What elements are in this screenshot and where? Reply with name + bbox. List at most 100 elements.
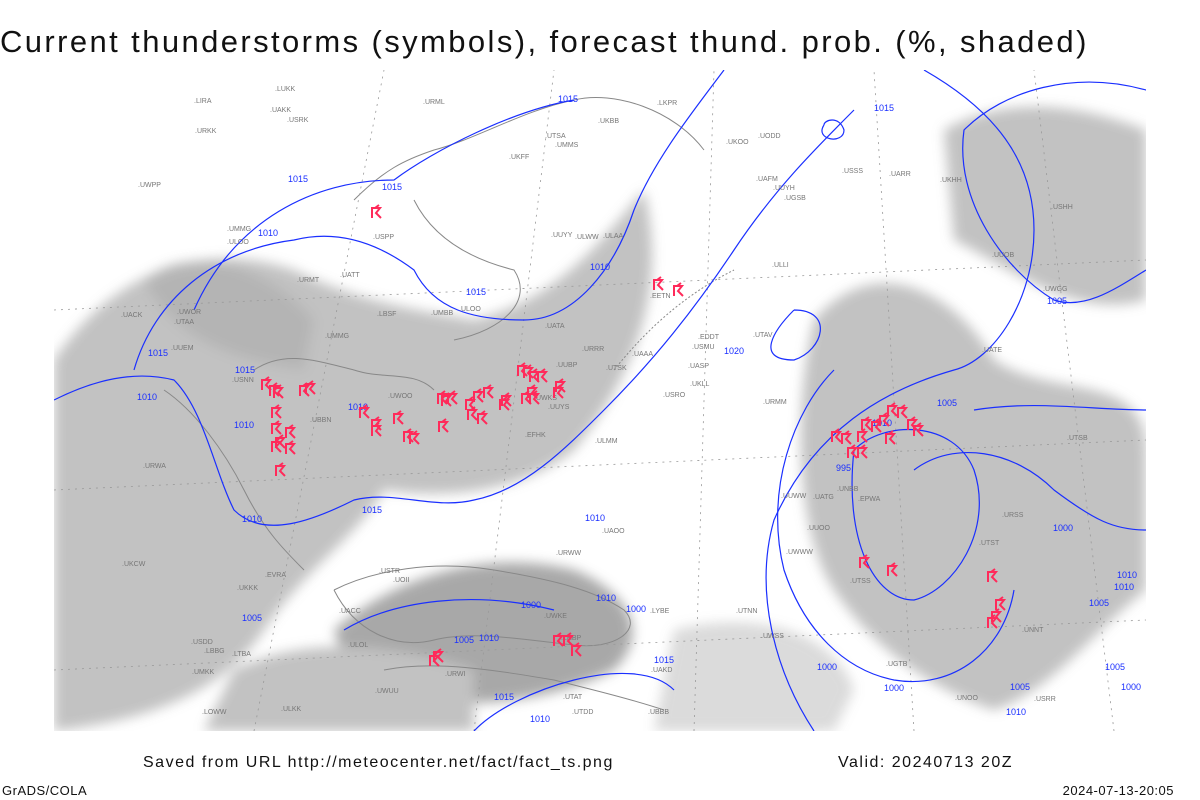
station-label: .UNBB (837, 486, 859, 493)
station-label: .UTAT (563, 694, 583, 701)
isobar-label: 1010 (137, 392, 157, 402)
station-label: .URRR (582, 346, 604, 353)
station-label: .UKOO (726, 139, 749, 146)
isobar-label: 1010 (872, 418, 892, 428)
station-label: .URWA (143, 463, 166, 470)
station-label: .URMM (763, 399, 787, 406)
station-label: .EPWA (858, 496, 881, 503)
station-label: .ULKK (281, 706, 302, 713)
station-label: .UNOO (955, 695, 979, 702)
station-label: .UKHH (940, 177, 962, 184)
station-label: .UTSK (606, 365, 627, 372)
station-label: .LBBG (204, 648, 225, 655)
station-label: .ULAA (603, 233, 624, 240)
station-label: .UAFM (756, 176, 778, 183)
station-label: .UACK (121, 312, 143, 319)
station-label: .URML (423, 99, 445, 106)
isobar-label: 1015 (466, 287, 486, 297)
station-labels: .ULMM .ULOO .UUYS .USDD .USMU .UOII .UODD .ULAA… (121, 86, 1088, 716)
isobar-label: 1010 (348, 402, 368, 412)
isobar-label: 995 (836, 463, 851, 473)
isobar-label: 1010 (1006, 707, 1026, 717)
station-label: .ULLI (772, 262, 789, 269)
thunderstorm-icon (673, 282, 684, 297)
isobar-label: 1005 (1010, 682, 1030, 692)
software-credit: GrADS/COLA (2, 783, 88, 798)
station-label: .UMMS (555, 142, 579, 149)
station-label: .UGTB (886, 661, 908, 668)
station-label: .UACC (339, 608, 361, 615)
station-label: .UATG (813, 494, 834, 501)
graticule (54, 70, 1146, 731)
isobar-label: 1015 (874, 103, 894, 113)
isobar-label: 1015 (148, 348, 168, 358)
station-label: .USMU (692, 344, 715, 351)
station-label: .ULWW (575, 234, 599, 241)
station-label: .UNNT (1022, 627, 1044, 634)
station-label: .UWWW (786, 549, 813, 556)
station-label: .UMMG (227, 226, 251, 233)
station-label: .UUOO (807, 525, 831, 532)
station-label: .UTSS (850, 578, 871, 585)
saved-from-url: Saved from URL http://meteocenter.net/fa… (143, 754, 614, 771)
station-label: .USRR (1034, 696, 1056, 703)
isobar-label: 1010 (258, 228, 278, 238)
station-label: .UATT (340, 272, 360, 279)
station-label: .UTSA (545, 133, 566, 140)
station-label: .EFHK (525, 432, 546, 439)
station-label: .UUBP (556, 362, 578, 369)
isobar-label: 1005 (242, 613, 262, 623)
station-label: .URSS (1002, 512, 1024, 519)
station-label: .UTSB (1067, 435, 1088, 442)
isobar-label: 1000 (1121, 682, 1141, 692)
station-label: .UWPP (138, 182, 161, 189)
isobar-label: 1000 (1053, 523, 1073, 533)
isobar-label: 1020 (724, 346, 744, 356)
station-label: .URWW (556, 550, 582, 557)
weather-map: 1015 1015 1015 1010 1015 1010 1015 1010 1015 1010… (54, 70, 1146, 731)
station-label: .EETN (650, 293, 671, 300)
station-label: .USRK (287, 117, 309, 124)
station-label: .UAAA (632, 351, 653, 358)
isobar-label: 1005 (1089, 598, 1109, 608)
station-label: .ULMM (595, 438, 618, 445)
station-label: .UTDD (572, 709, 593, 716)
station-label: .UKLL (690, 381, 710, 388)
isobar-label: 1015 (382, 182, 402, 192)
isobar-label: 1005 (1047, 296, 1067, 306)
isobar-label: 1015 (558, 94, 578, 104)
station-label: .USNN (232, 377, 254, 384)
isobar-label: 1010 (1117, 570, 1137, 580)
station-label: .LKPR (657, 100, 677, 107)
isobar-label: 1015 (288, 174, 308, 184)
station-label: .UUWW (781, 493, 807, 500)
thunderstorm-icon (653, 276, 664, 291)
station-label: .USHH (1051, 204, 1073, 211)
station-label: .URWI (445, 671, 466, 678)
station-label: .UBBN (310, 417, 331, 424)
isobar-label: 1010 (1114, 582, 1134, 592)
isobar-label: 1010 (596, 593, 616, 603)
valid-time: Valid: 20240713 20Z (838, 754, 1013, 771)
station-label: .UMKK (192, 669, 215, 676)
station-label: .ULOO (227, 239, 249, 246)
isobar-label: 1000 (817, 662, 837, 672)
station-label: .UWKS (534, 395, 557, 402)
station-label: .UKBB (598, 118, 619, 125)
station-label: .UKKK (237, 585, 258, 592)
station-label: .UBBB (648, 709, 669, 716)
station-label: .UWOO (388, 393, 413, 400)
station-label: .ULOL (348, 642, 368, 649)
station-label: .UWGG (1043, 286, 1068, 293)
isobar-label: 1010 (242, 514, 262, 524)
station-label: .LIRA (194, 98, 212, 105)
coastlines (163, 96, 735, 711)
station-label: .UARR (889, 171, 911, 178)
station-label: .USPP (373, 234, 394, 241)
station-label: .UWOR (177, 309, 201, 316)
station-label: .UTNN (736, 608, 757, 615)
station-label: .UOII (393, 577, 409, 584)
generated-timestamp: 2024-07-13-20:05 (1062, 783, 1174, 798)
isobar-label: 1005 (937, 398, 957, 408)
isobar-label: 1000 (884, 683, 904, 693)
